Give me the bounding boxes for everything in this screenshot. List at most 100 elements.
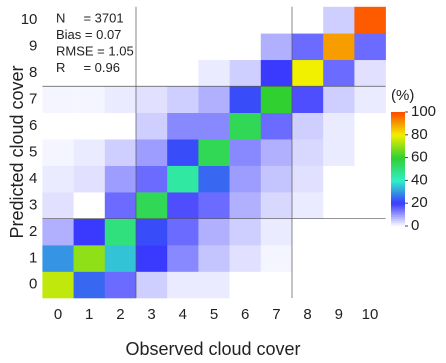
heatmap-cell [260,218,293,246]
heatmap-cell [73,33,106,61]
y-tick-label: 0 [29,276,37,293]
colorbar-step [391,127,405,130]
heatmap-cell [42,33,74,61]
y-tick-label: 6 [29,117,37,134]
heatmap-cell [42,139,74,166]
heatmap-cell [292,192,324,219]
x-tick-label: 5 [210,306,218,323]
colorbar-step [391,153,405,157]
heatmap-cell [73,271,106,299]
heatmap-cell [42,165,74,193]
heatmap-cell [198,6,230,34]
heatmap-cell [292,245,324,272]
annotation: N = 3701 [56,10,124,25]
heatmap-cell [260,192,293,219]
heatmap-cell [260,271,293,299]
heatmap-cell [229,112,262,140]
colorbar-step [391,132,405,136]
heatmap-cell [42,6,74,34]
heatmap-cell [260,165,293,193]
annotation: RMSE = 1.05 [56,43,134,58]
heatmap-cell [260,6,293,34]
colorbar-step [391,163,405,166]
heatmap-cell [136,86,168,113]
heatmap-cell [292,33,324,61]
heatmap-cell [292,271,324,299]
heatmap-cell [198,112,230,140]
heatmap-cell [104,86,137,113]
heatmap-cell [198,59,230,87]
colorbar-step [391,119,405,122]
colorbar-tick-label: 80 [411,126,428,143]
y-axis-label: Predicted cloud cover [7,65,27,238]
heatmap-cell [354,218,386,246]
heatmap-cell [198,218,230,246]
colorbar-step [391,136,405,140]
colorbar-step [391,195,405,198]
heatmap-cell [73,245,106,272]
heatmap-cell [323,33,355,61]
heatmap-cell [229,271,262,299]
heatmap-cell [167,165,199,193]
heatmap-cell [323,165,355,193]
heatmap-cell [354,165,386,193]
heatmap-cell [167,271,199,299]
annotation: Bias = 0.07 [56,27,121,42]
colorbar-step [391,169,405,172]
heatmap-cell [323,86,355,113]
heatmap-cell [167,59,199,87]
heatmap-cell [136,33,168,61]
colorbar-tick-label: 60 [411,149,428,166]
heatmap-cell [42,218,74,246]
heatmap-cell [292,112,324,140]
heatmap-cell [104,139,137,166]
heatmap-cell [136,192,168,219]
colorbar-step [391,186,405,189]
colorbar-step [391,148,405,151]
heatmap-cell [42,192,74,219]
colorbar-step [391,199,405,202]
colorbar-step [391,142,405,145]
heatmap-cell [73,112,106,140]
heatmap-cell [42,86,74,113]
heatmap-cell [136,6,168,34]
heatmap-cell [292,6,324,34]
colorbar-step [391,157,405,160]
heatmap-cell [167,245,199,272]
colorbar-step [391,172,405,176]
heatmap-cell [104,59,137,87]
colorbar-step [391,184,405,187]
heatmap-cell [167,33,199,61]
colorbar-step [391,138,405,141]
heatmap-cell [73,6,106,34]
colorbar-step [391,151,405,155]
heatmap-cell [167,192,199,219]
heatmap-cell [229,165,262,193]
heatmap-cell [354,112,386,140]
colorbar-step [391,131,405,134]
heatmap-cell [354,33,386,61]
y-tick-label: 1 [29,249,37,266]
heatmap-cell [198,33,230,61]
heatmap-cell [167,218,199,246]
colorbar-step [391,140,405,143]
y-tick-label: 2 [29,223,37,240]
heatmap-cell [323,192,355,219]
colorbar-step [391,178,405,181]
heatmap-cell [323,245,355,272]
heatmap-cell [323,218,355,246]
heatmap-cell [167,86,199,113]
x-tick-label: 6 [241,306,249,323]
heatmap-cell [354,139,386,166]
heatmap-cell [229,59,262,87]
heatmap-cell [104,245,137,272]
heatmap-cell [260,139,293,166]
colorbar-label: (%) [391,87,414,104]
heatmap-cell [136,165,168,193]
colorbar-step [391,220,405,223]
x-tick-label: 10 [362,306,379,323]
heatmap-cell [260,59,293,87]
colorbar-tick-label: 20 [411,194,428,211]
heatmap-cell [42,112,74,140]
